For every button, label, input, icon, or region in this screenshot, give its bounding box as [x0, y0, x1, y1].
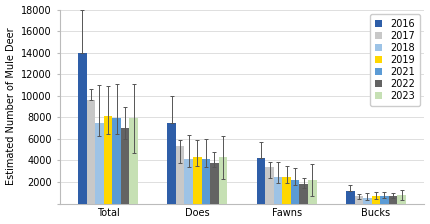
Bar: [299, 184, 308, 204]
Bar: [112, 118, 121, 204]
Bar: [291, 180, 299, 204]
Bar: [380, 196, 389, 204]
Bar: [354, 196, 363, 204]
Bar: [167, 123, 176, 204]
Y-axis label: Estimated Number of Mule Deer: Estimated Number of Mule Deer: [6, 28, 15, 185]
Bar: [193, 157, 202, 204]
Bar: [219, 157, 227, 204]
Bar: [184, 159, 193, 204]
Bar: [121, 128, 129, 204]
Bar: [202, 159, 210, 204]
Bar: [397, 195, 406, 204]
Bar: [78, 53, 87, 204]
Bar: [129, 118, 138, 204]
Bar: [176, 146, 184, 204]
Bar: [95, 123, 104, 204]
Bar: [104, 116, 112, 204]
Bar: [274, 177, 283, 204]
Bar: [265, 167, 274, 204]
Bar: [372, 196, 380, 204]
Bar: [389, 196, 397, 204]
Bar: [363, 198, 372, 204]
Legend: 2016, 2017, 2018, 2019, 2021, 2022, 2023: 2016, 2017, 2018, 2019, 2021, 2022, 2023: [370, 14, 420, 106]
Bar: [257, 158, 265, 204]
Bar: [308, 180, 316, 204]
Bar: [283, 177, 291, 204]
Bar: [210, 163, 219, 204]
Bar: [87, 100, 95, 204]
Bar: [346, 191, 354, 204]
